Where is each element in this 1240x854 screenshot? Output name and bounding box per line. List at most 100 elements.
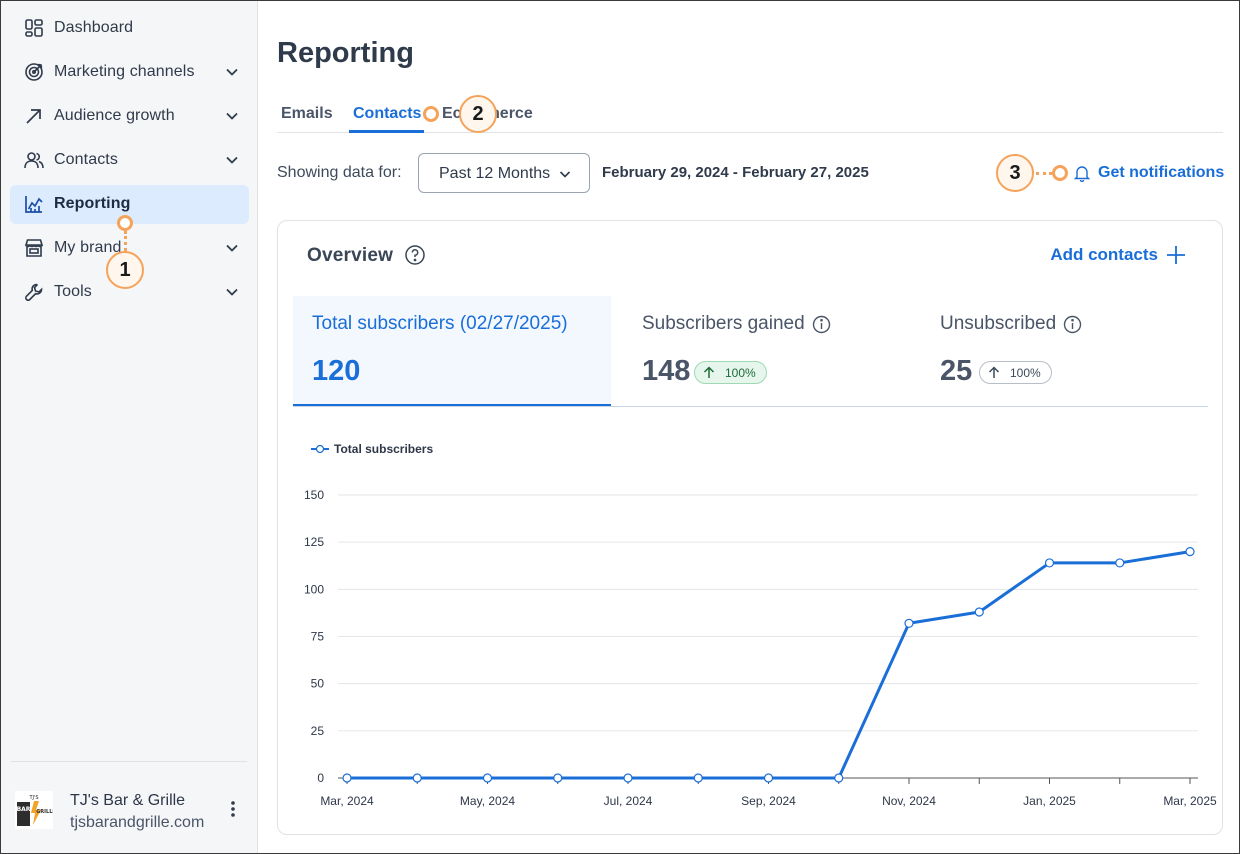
sidebar-item-label: Audience growth bbox=[54, 107, 175, 124]
y-tick-label: 125 bbox=[304, 535, 324, 549]
overview-title: Overview bbox=[307, 245, 394, 266]
metric-value: 148 bbox=[642, 355, 691, 387]
x-tick-label: Mar, 2024 bbox=[320, 794, 374, 808]
add-contacts-button[interactable]: Add contacts bbox=[1050, 245, 1186, 265]
metrics-row: Total subscribers (02/27/2025) 120 Subsc… bbox=[293, 296, 1208, 407]
trend-badge: 100% bbox=[979, 361, 1052, 384]
y-tick-label: 0 bbox=[317, 771, 324, 785]
annotation-callout: 1 bbox=[106, 251, 144, 289]
report-tabs: Emails Contacts Ecommerce bbox=[277, 99, 1223, 133]
annotation-connector bbox=[124, 231, 127, 251]
sidebar-item-label: Dashboard bbox=[54, 19, 134, 36]
sidebar-item-reporting[interactable]: Reporting bbox=[10, 185, 249, 224]
x-tick-label: Sep, 2024 bbox=[741, 794, 796, 808]
legend-label: Total subscribers bbox=[334, 442, 434, 456]
sidebar-item-audience-growth[interactable]: Audience growth bbox=[10, 97, 249, 136]
y-tick-label: 25 bbox=[311, 724, 325, 738]
account-name: TJ's Bar & Grille bbox=[70, 792, 186, 809]
trend-badge: 100% bbox=[694, 361, 767, 384]
account-switcher[interactable]: TJ'S BAR GRILLE TJ's Bar & Grille tjsbar… bbox=[15, 781, 247, 841]
data-point bbox=[693, 773, 703, 783]
add-contacts-label: Add contacts bbox=[1050, 245, 1158, 264]
y-tick-label: 75 bbox=[311, 630, 325, 644]
get-notifications-link[interactable]: Get notifications bbox=[1074, 163, 1224, 183]
help-icon[interactable] bbox=[404, 244, 426, 266]
filter-label: Showing data for: bbox=[277, 164, 402, 181]
metric-value: 25 bbox=[940, 355, 973, 387]
date-range-text: February 29, 2024 - February 27, 2025 bbox=[602, 164, 869, 181]
svg-text:TJ'S: TJ'S bbox=[28, 795, 38, 801]
metric-subscribers-gained[interactable]: Subscribers gained 148 100% bbox=[623, 296, 913, 406]
metric-label-text: Subscribers gained bbox=[642, 313, 805, 334]
account-domain: tjsbarandgrille.com bbox=[70, 814, 205, 831]
y-tick-label: 150 bbox=[304, 488, 324, 502]
arrow-up-icon bbox=[703, 366, 715, 378]
active-tab-indicator bbox=[349, 130, 424, 133]
chart-icon bbox=[25, 196, 43, 213]
tab-emails[interactable]: Emails bbox=[281, 105, 333, 122]
data-point bbox=[904, 618, 914, 628]
get-notifications-label: Get notifications bbox=[1098, 164, 1225, 181]
plus-icon bbox=[1167, 246, 1185, 264]
date-range-value: Past 12 Months bbox=[439, 165, 551, 182]
chevron-down-icon bbox=[226, 288, 238, 296]
x-tick-label: Jan, 2025 bbox=[1023, 794, 1076, 808]
data-point bbox=[974, 607, 984, 617]
y-tick-label: 50 bbox=[311, 677, 325, 691]
data-point bbox=[623, 773, 633, 783]
sidebar-item-contacts[interactable]: Contacts bbox=[10, 141, 249, 180]
chevron-down-icon bbox=[559, 171, 571, 178]
page-title: Reporting bbox=[277, 37, 414, 69]
metric-label-text: Total subscribers (02/27/2025) bbox=[312, 313, 568, 334]
target-icon bbox=[25, 63, 43, 81]
data-point bbox=[1185, 546, 1195, 557]
data-point bbox=[412, 773, 422, 783]
subscribers-line-chart: 0 25 50 75 100 125 150 Mar, 2024 May, 2024 Jul, 2… bbox=[304, 488, 1217, 808]
sidebar-item-label: Tools bbox=[54, 283, 92, 300]
svg-text:BAR: BAR bbox=[17, 806, 31, 813]
sidebar-item-dashboard[interactable]: Dashboard bbox=[10, 9, 249, 48]
x-tick-label: Jul, 2024 bbox=[604, 794, 653, 808]
x-tick-label: Mar, 2025 bbox=[1163, 794, 1217, 808]
sidebar-item-marketing-channels[interactable]: Marketing channels bbox=[10, 53, 249, 92]
annotation-connector bbox=[1036, 172, 1052, 175]
y-tick-label: 100 bbox=[304, 582, 324, 596]
trend-value: 100% bbox=[1010, 365, 1041, 380]
annotation-callout: 3 bbox=[996, 154, 1034, 192]
sidebar-item-label: Marketing channels bbox=[54, 63, 195, 80]
annotation-marker bbox=[1052, 165, 1068, 181]
data-point bbox=[482, 773, 493, 783]
metric-label: Unsubscribed bbox=[940, 313, 1082, 335]
info-icon[interactable] bbox=[812, 315, 831, 334]
trend-value: 100% bbox=[725, 365, 756, 380]
data-point bbox=[553, 773, 563, 783]
dashboard-icon bbox=[25, 19, 43, 37]
arrow-up-icon bbox=[988, 366, 1000, 378]
chevron-down-icon bbox=[226, 112, 238, 120]
people-icon bbox=[24, 152, 44, 169]
metric-label: Subscribers gained bbox=[642, 313, 831, 335]
annotation-marker bbox=[117, 215, 133, 231]
overview-card: Overview Add contacts Total subscribers … bbox=[277, 220, 1223, 835]
metric-unsubscribed[interactable]: Unsubscribed 25 100% bbox=[921, 296, 1208, 406]
x-tick-label: May, 2024 bbox=[460, 794, 515, 808]
arrow-up-right-icon bbox=[26, 109, 41, 124]
info-icon[interactable] bbox=[1063, 315, 1082, 334]
tab-contacts[interactable]: Contacts bbox=[353, 105, 422, 122]
sidebar: Dashboard Marketing channels Audience gr… bbox=[1, 1, 258, 853]
legend-line-marker bbox=[311, 444, 329, 454]
chevron-down-icon bbox=[226, 68, 238, 76]
sidebar-item-label: Reporting bbox=[54, 195, 131, 212]
sidebar-item-tools[interactable]: Tools bbox=[10, 273, 249, 312]
x-tick-label: Nov, 2024 bbox=[882, 794, 936, 808]
data-point bbox=[342, 773, 352, 783]
more-options-icon[interactable] bbox=[223, 799, 243, 819]
bell-icon bbox=[1074, 166, 1090, 182]
date-range-select[interactable]: Past 12 Months bbox=[418, 153, 590, 193]
wrench-icon bbox=[25, 283, 43, 301]
store-icon bbox=[24, 239, 44, 257]
data-point bbox=[834, 773, 844, 783]
metric-total-subscribers[interactable]: Total subscribers (02/27/2025) 120 bbox=[293, 296, 611, 406]
sidebar-item-my-brand[interactable]: My brand bbox=[10, 229, 249, 268]
chart-legend[interactable]: Total subscribers bbox=[310, 442, 433, 456]
